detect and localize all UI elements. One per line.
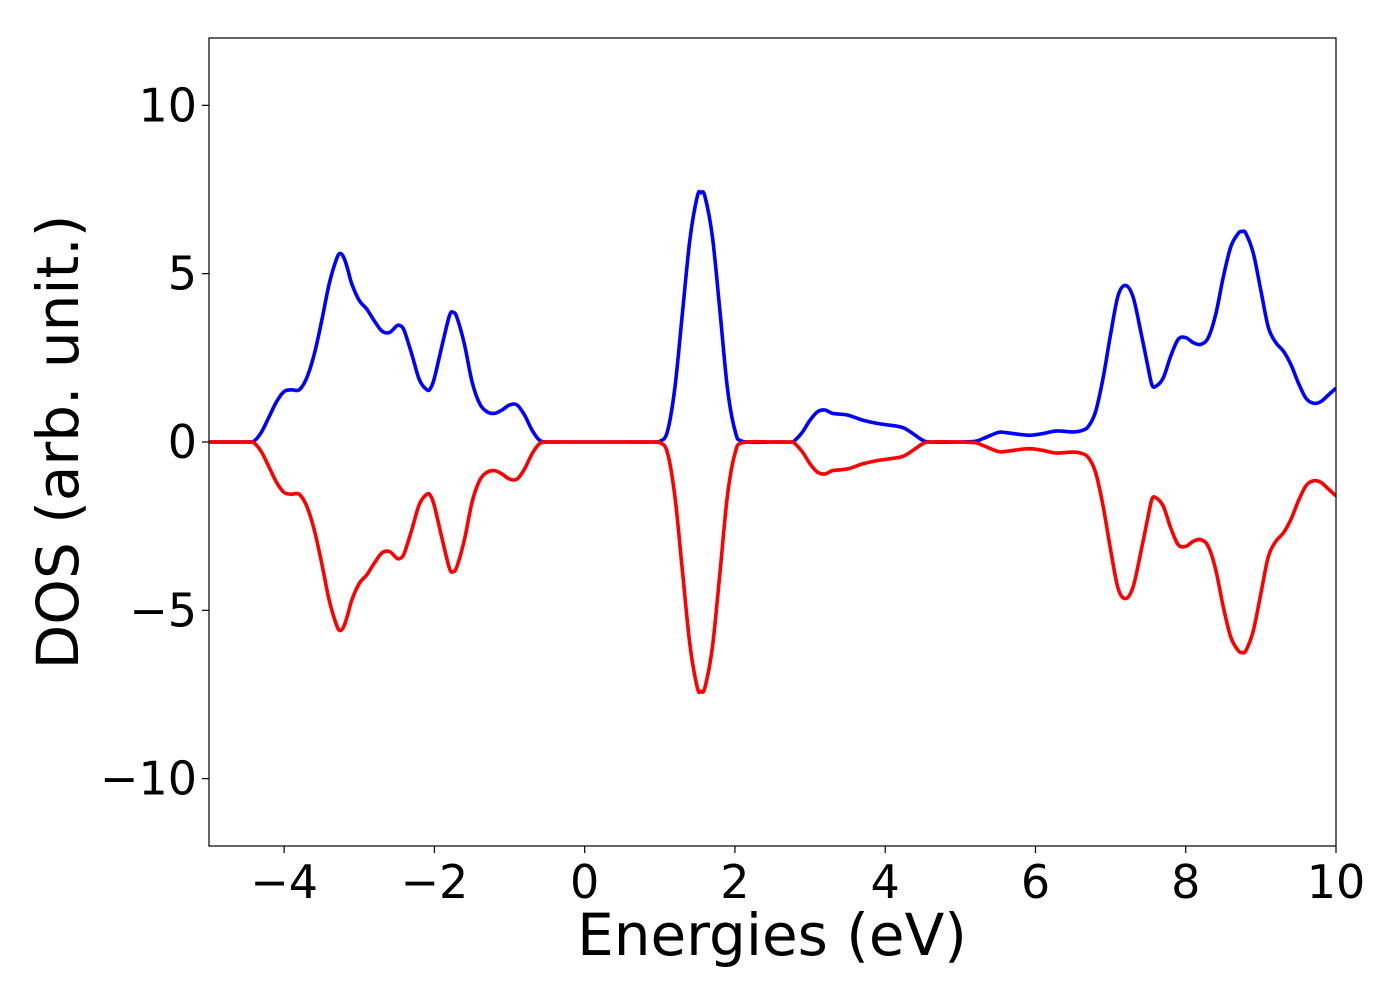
x-tick-label: 2 xyxy=(720,855,749,909)
series-layer xyxy=(209,189,1336,695)
y-tick-label: −10 xyxy=(100,752,197,806)
x-tick-label: −2 xyxy=(400,855,468,909)
x-tick-label: 4 xyxy=(871,855,900,909)
y-tick-label: −5 xyxy=(129,583,197,637)
x-tick-label: 8 xyxy=(1171,855,1200,909)
series-line-spin-down xyxy=(209,439,1336,695)
x-tick-label: −4 xyxy=(250,855,318,909)
x-tick-label: 0 xyxy=(570,855,599,909)
y-axis-title: DOS (arb. unit.) xyxy=(24,215,92,670)
x-tick-label: 10 xyxy=(1307,855,1366,909)
x-axis-ticks: −4 −2 0 2 4 6 8 10 xyxy=(250,846,1365,909)
y-tick-label: 0 xyxy=(168,415,197,469)
x-tick-label: 6 xyxy=(1021,855,1050,909)
x-axis-title: Energies (eV) xyxy=(577,901,967,969)
series-line-spin-up xyxy=(209,189,1336,445)
y-axis-ticks: −10 −5 0 5 10 xyxy=(100,78,209,806)
y-tick-label: 10 xyxy=(138,78,197,132)
y-tick-label: 5 xyxy=(168,247,197,301)
